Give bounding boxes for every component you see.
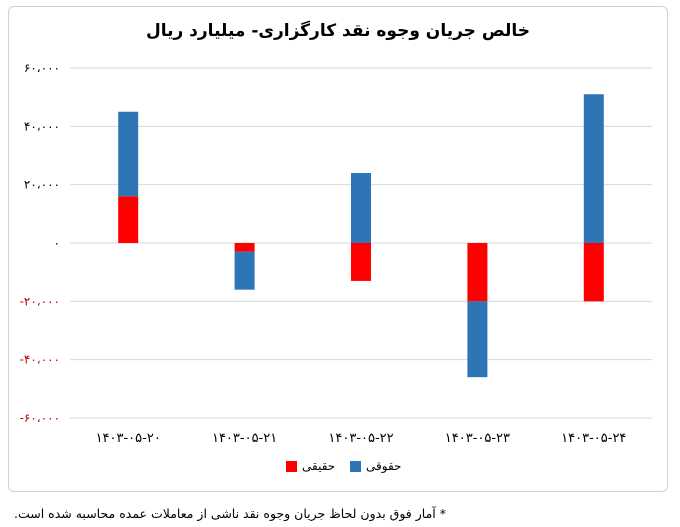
chart-title: خالص جریان وجوه نقد کارگزاری- میلیارد ری… [145,21,531,41]
y-tick-label: ۶۰،۰۰۰ [24,61,60,75]
bar-hoghooghi [583,94,604,243]
x-tick-label: ۱۴۰۳-۰۵-۲۰ [96,431,161,446]
x-tick-label: ۱۴۰۳-۰۵-۲۱ [212,431,277,446]
x-tick-label: ۱۴۰۳-۰۵-۲۳ [445,431,510,446]
bar-hoghooghi [118,111,139,197]
y-tick-label: ۲۰،۰۰۰ [24,178,60,192]
bar-haghighi [234,243,255,252]
bar-haghighi [351,243,371,281]
y-tick-label: -۴۰،۰۰۰ [20,353,60,367]
y-tick-label: ۴۰،۰۰۰ [24,119,60,133]
legend-label: حقوقی [366,459,401,474]
legend-swatch [350,461,361,472]
bar-haghighi [583,243,604,302]
legend-swatch [286,461,297,472]
legend-label: حقیقی [302,459,335,473]
y-tick-label: -۲۰،۰۰۰ [20,294,60,308]
bar-haghighi [467,243,488,302]
bar-hoghooghi [234,251,255,290]
x-tick-label: ۱۴۰۳-۰۵-۲۴ [561,431,626,446]
x-tick-label: ۱۴۰۳-۰۵-۲۲ [328,431,393,446]
bar-haghighi [118,196,139,243]
chart-canvas: ۶۰،۰۰۰ ۴۰،۰۰۰ ۲۰،۰۰۰ ۰ -۲۰،۰۰۰ -۴۰،۰۰۰ -۶۰،۰۰۰… [20,61,652,474]
bar-hoghooghi [467,301,488,378]
footnote: * آمار فوق بدون لحاظ جریان وجوه نقد ناشی… [14,506,446,521]
y-tick-label: ۰ [54,236,60,250]
y-tick-label: -۶۰،۰۰۰ [20,411,60,425]
bar-hoghooghi [351,173,371,243]
chart-frame: خالص جریان وجوه نقد کارگزاری- میلیارد ری… [8,6,668,492]
